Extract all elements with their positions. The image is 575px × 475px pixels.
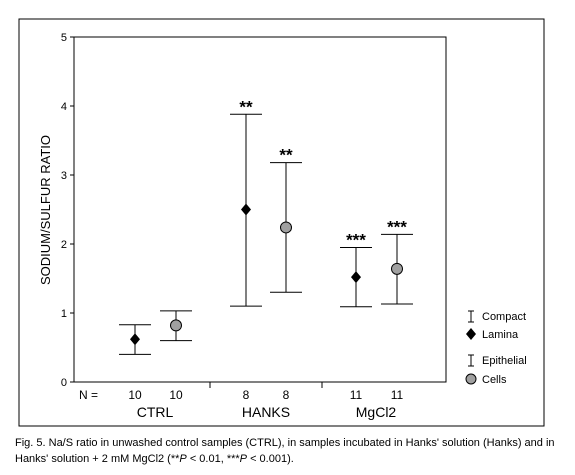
y-axis: 0 1 2 3 4 5 xyxy=(61,32,74,389)
n-count-hanks-lamina: 8 xyxy=(243,388,250,402)
caption-p-symbol-2: P xyxy=(239,453,248,465)
y-tick-label-4: 4 xyxy=(61,101,67,113)
legend-compact-icon xyxy=(468,310,474,323)
legend-epithelial-label: Epithelial xyxy=(482,355,527,367)
figure-caption: Fig. 5. Na/S ratio in unwashed control s… xyxy=(15,435,565,467)
legend-cells-label: Cells xyxy=(482,374,507,386)
y-axis-label: SODIUM/SULFUR RATIO xyxy=(38,135,53,285)
significance-mgcl2-cells: *** xyxy=(387,217,407,236)
caption-mid: < 0.01, *** xyxy=(186,453,240,465)
x-group-label-mgcl2: MgCl2 xyxy=(356,404,397,420)
plot-area xyxy=(73,36,447,383)
caption-p-symbol-1: P xyxy=(179,453,187,465)
caption-suffix: < 0.001). xyxy=(247,453,294,465)
plot-frame xyxy=(73,36,447,383)
legend-epithelial-icon xyxy=(468,354,474,367)
n-count-ctrl-cells: 10 xyxy=(169,388,183,402)
significance-mgcl2-lamina: *** xyxy=(346,230,366,249)
y-tick-label-0: 0 xyxy=(61,377,67,389)
n-count-hanks-cells: 8 xyxy=(283,388,290,402)
point-hanks-cells xyxy=(280,221,292,234)
n-count-mgcl2-lamina: 11 xyxy=(350,388,363,402)
x-group-label-ctrl: CTRL xyxy=(137,404,174,420)
legend: Compact Lamina Epithelial Cells xyxy=(465,310,527,386)
legend-cells-circle-icon xyxy=(465,373,477,385)
figure-frame xyxy=(18,18,545,427)
point-mgcl2-cells xyxy=(391,262,403,275)
legend-compact-label: Compact xyxy=(482,311,526,323)
legend-lamina-diamond-icon xyxy=(466,328,476,340)
y-tick-label-3: 3 xyxy=(61,170,67,182)
significance-hanks-cells: ** xyxy=(279,146,293,165)
point-ctrl-cells xyxy=(170,319,182,332)
point-mgcl2-lamina xyxy=(351,271,361,284)
legend-lamina-label: Lamina xyxy=(482,329,519,341)
point-ctrl-lamina xyxy=(130,333,140,346)
y-tick-label-1: 1 xyxy=(61,308,67,320)
y-tick-label-5: 5 xyxy=(61,32,67,44)
data-marks: ********** xyxy=(119,97,413,355)
n-count-mgcl2-cells: 11 xyxy=(391,388,404,402)
x-axis: 10 8 11 10 8 11 CTRL HANKS MgCl2 xyxy=(128,382,404,420)
x-group-label-hanks: HANKS xyxy=(242,404,290,420)
point-hanks-lamina xyxy=(241,203,251,216)
significance-hanks-lamina: ** xyxy=(239,97,253,116)
n-label: N = xyxy=(79,388,98,402)
y-tick-label-2: 2 xyxy=(61,239,67,251)
caption-prefix: Fig. 5. Na/S ratio in unwashed control s… xyxy=(15,437,555,465)
n-count-ctrl-lamina: 10 xyxy=(128,388,142,402)
